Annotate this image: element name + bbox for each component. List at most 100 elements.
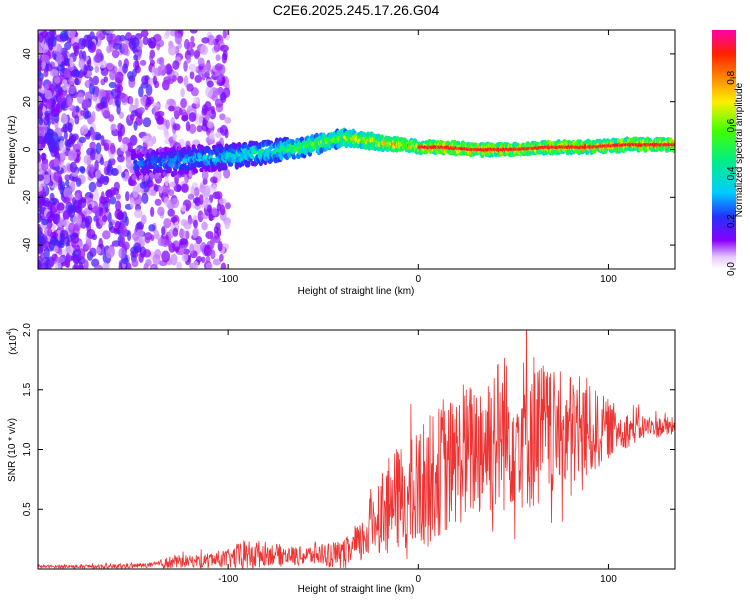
heat-noise-blob bbox=[148, 37, 157, 49]
spectrogram-x-tick-label: -100 bbox=[218, 274, 238, 285]
heat-noise-blob bbox=[53, 84, 62, 93]
heat-noise-blob bbox=[72, 264, 78, 269]
heat-noise-blob bbox=[176, 184, 182, 193]
heat-noise-blob bbox=[87, 39, 93, 50]
heat-noise-blob bbox=[100, 135, 105, 147]
heat-noise-blob bbox=[78, 58, 86, 69]
heat-noise-blob bbox=[210, 105, 215, 115]
heat-noise-blob bbox=[38, 184, 43, 192]
spectrogram-x-tick-label: 100 bbox=[600, 274, 617, 285]
heat-noise-blob bbox=[89, 83, 96, 95]
heat-noise-blob bbox=[194, 113, 204, 125]
heat-noise-blob bbox=[69, 132, 74, 144]
heat-noise-blob bbox=[53, 157, 60, 168]
heat-noise-blob bbox=[62, 219, 68, 227]
heat-noise-blob bbox=[129, 197, 135, 209]
heat-ridge-blob bbox=[160, 147, 165, 153]
heat-noise-blob bbox=[128, 179, 137, 187]
heat-noise-blob bbox=[145, 97, 152, 108]
heat-noise-blob bbox=[57, 95, 66, 103]
heat-noise-blob bbox=[76, 214, 82, 226]
heat-noise-blob bbox=[224, 117, 232, 124]
heat-noise-blob bbox=[53, 245, 59, 253]
heat-noise-blob bbox=[59, 140, 65, 150]
heat-noise-blob bbox=[131, 37, 140, 48]
heat-noise-blob bbox=[120, 143, 129, 152]
heat-noise-blob bbox=[217, 74, 223, 83]
heat-noise-blob bbox=[214, 191, 223, 200]
heat-noise-blob bbox=[49, 197, 58, 206]
heat-ridge-blob bbox=[290, 139, 295, 145]
heat-noise-blob bbox=[105, 92, 111, 103]
heat-noise-blob bbox=[141, 214, 147, 225]
heat-noise-blob bbox=[170, 197, 180, 209]
heat-noise-blob bbox=[126, 156, 133, 168]
heat-noise-blob bbox=[111, 123, 117, 131]
heat-noise-blob bbox=[90, 129, 96, 142]
snr-y-tick-label: 2.0 bbox=[22, 323, 33, 337]
heat-noise-blob bbox=[75, 177, 82, 187]
heat-noise-blob bbox=[178, 107, 183, 116]
heat-noise-blob bbox=[161, 183, 171, 195]
heat-noise-blob bbox=[98, 237, 103, 250]
heat-noise-blob bbox=[95, 151, 101, 163]
heat-noise-blob bbox=[38, 109, 43, 118]
heat-ridge-blob bbox=[151, 174, 156, 179]
heat-noise-blob bbox=[114, 71, 124, 84]
heat-noise-blob bbox=[68, 85, 76, 95]
heat-noise-blob bbox=[77, 248, 86, 260]
colorbar-gradient bbox=[712, 30, 736, 269]
heat-noise-blob bbox=[42, 30, 48, 38]
heat-noise-blob bbox=[74, 77, 79, 85]
heat-noise-blob bbox=[118, 59, 123, 68]
heat-noise-blob bbox=[103, 110, 111, 117]
heat-noise-blob bbox=[141, 75, 149, 85]
heat-noise-blob bbox=[133, 120, 138, 131]
spectrogram-y-tick-label: -20 bbox=[22, 190, 33, 205]
heat-noise-blob bbox=[116, 85, 121, 98]
heat-noise-blob bbox=[205, 256, 211, 265]
heat-noise-blob bbox=[38, 77, 43, 89]
heat-ridge-blob bbox=[219, 146, 225, 154]
heat-noise-blob bbox=[120, 93, 129, 104]
heat-noise-blob bbox=[94, 65, 100, 74]
heat-noise-blob bbox=[56, 64, 65, 72]
heat-noise-blob bbox=[131, 258, 139, 268]
heat-noise-blob bbox=[95, 169, 102, 178]
heat-noise-blob bbox=[106, 62, 114, 71]
colorbar-tick-label: 0.6 bbox=[726, 118, 737, 132]
heat-noise-blob bbox=[40, 252, 45, 261]
heat-noise-blob bbox=[151, 264, 156, 269]
heat-noise-blob bbox=[105, 30, 115, 34]
heat-noise-blob bbox=[189, 243, 194, 254]
heat-noise-blob bbox=[102, 230, 111, 240]
snr-y-multiplier: (x104) bbox=[6, 328, 19, 355]
heat-noise-blob bbox=[108, 81, 117, 89]
snr-y-ticks: 0.5 1.0 1.5 2.0 bbox=[22, 323, 675, 516]
heat-noise-blob bbox=[108, 114, 115, 122]
heat-noise-blob bbox=[187, 193, 195, 200]
heat-noise-blob bbox=[60, 181, 66, 191]
heat-noise-blob bbox=[72, 42, 79, 51]
heat-noise-blob bbox=[181, 183, 189, 193]
heat-ridge-blob bbox=[456, 140, 461, 146]
heat-noise-blob bbox=[61, 79, 68, 91]
heat-noise-blob bbox=[157, 123, 166, 130]
heat-noise-blob bbox=[213, 43, 221, 53]
heat-noise-blob bbox=[93, 215, 98, 222]
heat-noise-blob bbox=[150, 206, 155, 218]
spectrogram-y-ticks: -40 -20 0 20 40 bbox=[22, 48, 675, 252]
heat-noise-blob bbox=[219, 253, 224, 262]
heat-noise-blob bbox=[117, 211, 124, 221]
heat-noise-blob bbox=[124, 216, 129, 227]
heat-noise-blob bbox=[110, 168, 119, 176]
heat-noise-blob bbox=[134, 209, 143, 219]
heat-noise-blob bbox=[86, 59, 92, 68]
heat-noise-blob bbox=[44, 89, 53, 100]
heat-noise-blob bbox=[163, 196, 169, 206]
heat-noise-blob bbox=[172, 123, 181, 131]
heat-noise-blob bbox=[95, 133, 102, 141]
heat-noise-blob bbox=[71, 197, 77, 205]
heat-noise-blob bbox=[51, 36, 57, 47]
heat-noise-blob bbox=[214, 63, 223, 71]
